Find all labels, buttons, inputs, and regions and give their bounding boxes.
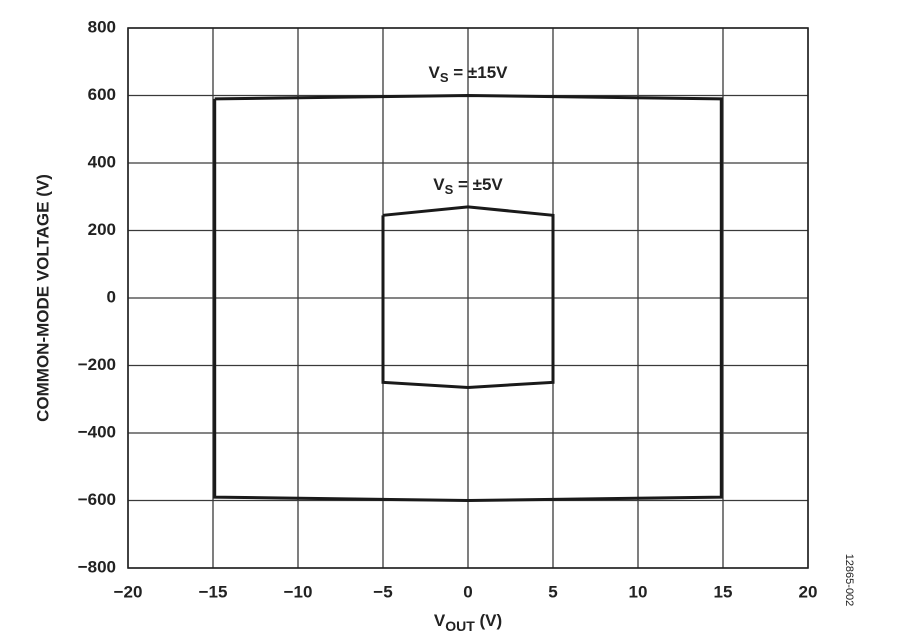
y-tick-label: −600 [78, 490, 116, 509]
y-tick-label: 800 [88, 17, 116, 36]
series-label: VS = ±5V [433, 175, 503, 197]
x-tick-label: 10 [629, 582, 648, 601]
x-tick-label: −10 [284, 582, 313, 601]
x-axis-label-rest: (V) [475, 611, 502, 630]
series-line [213, 93, 723, 503]
y-tick-label: 0 [107, 287, 116, 306]
x-tick-label: −20 [114, 582, 143, 601]
tick-labels: −20 −15 −10 −5 0 5 10 15 20 −800 −600 −400 −200 0 200 4… [78, 17, 818, 601]
series-label-sub: S [445, 182, 454, 197]
plot-lines [213, 93, 723, 503]
series-label-rest: = ±5V [453, 175, 503, 194]
series-label-main: V [433, 175, 445, 194]
y-tick-label: 400 [88, 152, 116, 171]
x-tick-label: 0 [463, 582, 472, 601]
y-tick-label: −800 [78, 557, 116, 576]
x-tick-label: 20 [799, 582, 818, 601]
x-tick-label: 5 [548, 582, 557, 601]
x-axis-label-sub: OUT [445, 618, 475, 634]
plot-frame [127, 27, 809, 569]
y-tick-label: −200 [78, 355, 116, 374]
x-axis-label: VOUT (V) [434, 611, 502, 633]
x-tick-label: −15 [199, 582, 228, 601]
x-tick-label: 15 [714, 582, 733, 601]
y-tick-label: 200 [88, 220, 116, 239]
series-label-sub: S [440, 70, 449, 85]
series-label-main: V [429, 63, 441, 82]
series-line [381, 205, 555, 389]
y-axis-label: COMMON-MODE VOLTAGE (V) [33, 174, 52, 422]
y-tick-label: −400 [78, 422, 116, 441]
series-label: VS = ±15V [429, 63, 509, 85]
grid [127, 27, 809, 569]
series-label-rest: = ±15V [449, 63, 509, 82]
x-tick-label: −5 [373, 582, 392, 601]
x-axis-label-main: V [434, 611, 446, 630]
y-tick-label: 600 [88, 85, 116, 104]
figure-id: 12865-002 [843, 554, 855, 607]
